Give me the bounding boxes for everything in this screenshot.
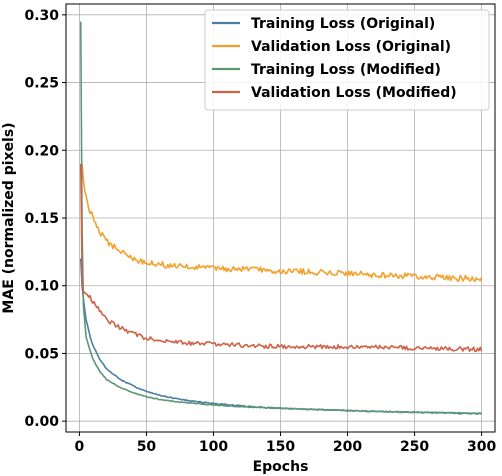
legend-label-1: Training Loss (Original)	[251, 16, 435, 32]
ticks: 0 50 100 150 200 250 300 0.00 0.05 0.10 0.15 0.20 0.…	[24, 8, 496, 455]
series-line-1	[79, 258, 482, 415]
x-tick-label: 300	[467, 439, 496, 455]
x-tick-label: 0	[75, 439, 85, 455]
legend-label-4: Validation Loss (Modified)	[251, 85, 457, 101]
legend: Training Loss (Original) Validation Loss …	[204, 9, 490, 111]
y-tick-label: 0.20	[24, 143, 59, 159]
x-axis-label: Epochs	[253, 459, 309, 475]
x-tick-label: 50	[137, 439, 157, 455]
series-lines	[79, 21, 483, 415]
x-tick-label: 100	[199, 439, 228, 455]
y-tick-label: 0.10	[24, 279, 59, 295]
y-tick-label: 0.00	[24, 414, 59, 430]
x-tick-label: 200	[333, 439, 362, 455]
series-line-3	[79, 21, 482, 415]
legend-label-2: Validation Loss (Original)	[251, 39, 451, 55]
x-tick-label: 250	[400, 439, 429, 455]
series-line-2	[79, 163, 483, 283]
legend-box	[204, 9, 490, 111]
y-axis-label: MAE (normalized pixels)	[1, 122, 17, 313]
y-tick-label: 0.05	[24, 346, 59, 362]
x-tick-label: 150	[266, 439, 295, 455]
y-tick-label: 0.15	[24, 211, 59, 227]
legend-label-3: Training Loss (Modified)	[251, 62, 441, 78]
y-tick-label: 0.25	[24, 76, 59, 92]
y-tick-label: 0.30	[24, 8, 59, 24]
series-line-4	[79, 163, 483, 353]
